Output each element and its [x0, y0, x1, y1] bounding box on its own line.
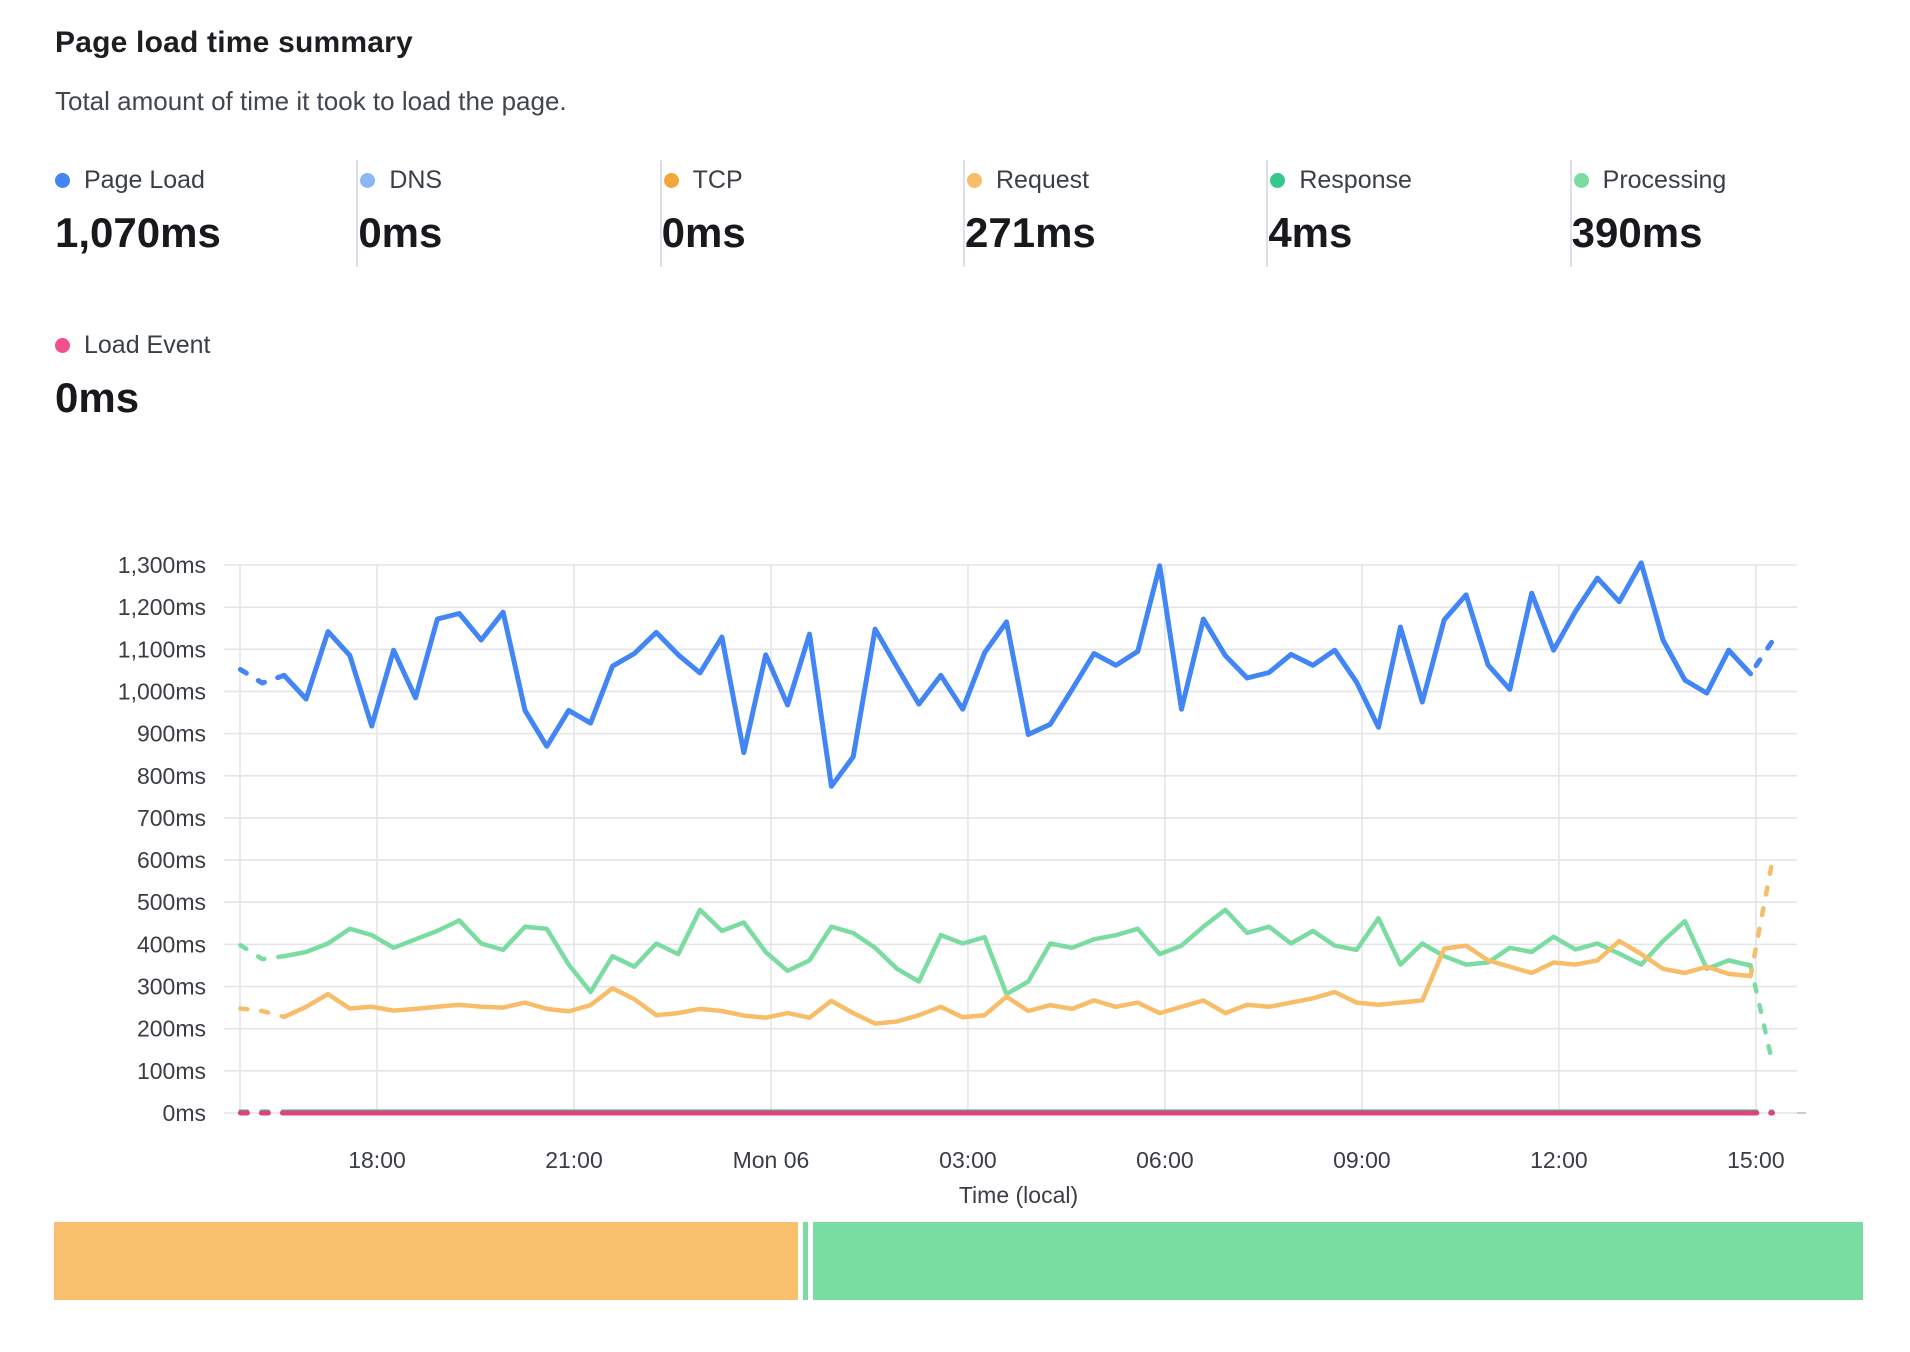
status-timeline[interactable]: [54, 1222, 1868, 1300]
timeline-segment-degraded[interactable]: [54, 1222, 798, 1300]
request-legend-dot-icon: [967, 173, 982, 188]
x-axis-tick-label: 15:00: [1727, 1147, 1785, 1173]
metric-processing: Processing 390ms: [1572, 160, 1875, 267]
metric-label: Processing: [1602, 166, 1727, 194]
metric-label: Page Load: [84, 166, 205, 194]
series-line-page_load: [237, 667, 287, 686]
metric-head: Request: [965, 166, 1266, 195]
metric-value: 0ms: [358, 209, 443, 256]
page-load-legend-dot-icon: [55, 173, 70, 188]
metric-head: Response: [1268, 166, 1569, 195]
x-axis-title: Time (local): [959, 1182, 1078, 1208]
series-line-processing: [238, 942, 287, 962]
y-axis-tick-label: 600ms: [137, 847, 206, 873]
series-line-request: [1726, 857, 1775, 979]
metric-head: Page Load: [55, 166, 356, 195]
panel-title: Page load time summary: [55, 26, 413, 59]
y-axis-tick-label: 1,200ms: [118, 594, 206, 620]
y-axis-tick-label: 1,300ms: [118, 552, 206, 578]
metric-page-load: Page Load 1,070ms: [55, 160, 359, 267]
metric-value: 1,070ms: [55, 209, 221, 256]
dns-legend-dot-icon: [360, 173, 376, 188]
y-axis-tick-label: 1,100ms: [118, 636, 206, 662]
metrics-grid: Page Load 1,070ms DNS 0ms TCP 0ms Request 271ms…: [55, 160, 1875, 432]
y-axis-tick-label: 500ms: [137, 889, 206, 915]
y-axis-tick-label: 400ms: [137, 931, 206, 957]
y-axis-tick-label: 200ms: [137, 1016, 206, 1042]
y-axis-tick-label: 1,000ms: [118, 678, 206, 704]
metric-head: TCP: [662, 166, 963, 195]
x-axis-tick-label: 12:00: [1530, 1147, 1588, 1173]
metric-value: 4ms: [1268, 209, 1353, 256]
series-line-page_load: [281, 560, 1754, 789]
metric-value: 0ms: [55, 374, 140, 421]
metric-dns: DNS 0ms: [358, 160, 662, 267]
metric-label: Load Event: [84, 331, 211, 359]
y-axis-tick-label: 100ms: [137, 1058, 206, 1084]
metric-label: Response: [1299, 166, 1412, 194]
x-axis-tick-label: Mon 06: [733, 1147, 810, 1173]
panel-subtitle: Total amount of time it took to load the…: [55, 86, 567, 116]
y-axis-tick-label: 800ms: [137, 763, 206, 789]
load-event-legend-dot-icon: [55, 338, 70, 353]
timeline-segment-up[interactable]: [802, 1222, 808, 1300]
metric-tcp: TCP 0ms: [662, 160, 965, 267]
y-axis-tick-label: 700ms: [137, 805, 206, 831]
metric-request: Request 271ms: [965, 160, 1269, 267]
x-axis-tick-label: 21:00: [545, 1147, 603, 1173]
metric-label: DNS: [389, 166, 443, 194]
series-line-request: [281, 938, 1753, 1026]
metric-load-event: Load Event 0ms: [55, 325, 358, 432]
metric-value: 390ms: [1571, 209, 1703, 256]
series-line-processing: [281, 907, 1753, 997]
y-axis-tick-label: 300ms: [137, 974, 206, 1000]
metric-value: 0ms: [661, 209, 746, 256]
response-legend-dot-icon: [1270, 173, 1286, 188]
y-axis-tick-label: 0ms: [163, 1100, 206, 1126]
x-axis-tick-label: 09:00: [1333, 1147, 1391, 1173]
timeline-segment-up[interactable]: [812, 1222, 1864, 1300]
metric-response: Response 4ms: [1268, 160, 1572, 267]
processing-legend-dot-icon: [1573, 173, 1589, 188]
series-line-processing: [1726, 958, 1775, 1066]
metric-head: Load Event: [55, 331, 358, 360]
x-axis-tick-label: 03:00: [939, 1147, 997, 1173]
x-axis-tick-label: 06:00: [1136, 1147, 1194, 1173]
series-line-request: [238, 1006, 287, 1020]
metric-head: Processing: [1572, 166, 1875, 195]
metric-value: 271ms: [965, 209, 1096, 256]
metric-head: DNS: [358, 166, 659, 195]
metric-label: Request: [996, 166, 1090, 194]
tcp-legend-dot-icon: [663, 173, 679, 188]
y-axis-tick-label: 900ms: [137, 721, 206, 747]
metric-label: TCP: [692, 166, 743, 194]
x-axis-tick-label: 18:00: [348, 1147, 406, 1173]
